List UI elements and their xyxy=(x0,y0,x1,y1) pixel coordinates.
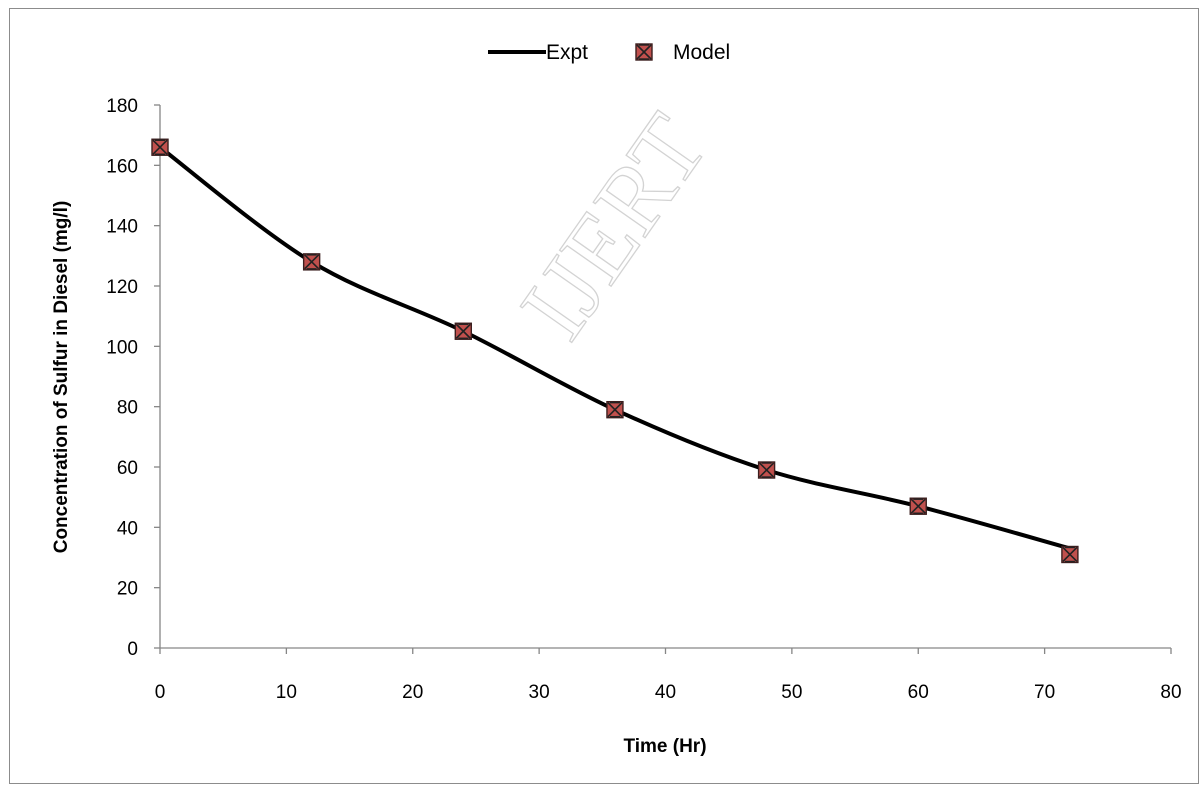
y-tick-label: 140 xyxy=(106,217,138,238)
series-layer xyxy=(151,138,1079,564)
y-axis-title: Concentration of Sulfur in Diesel (mg/l) xyxy=(51,201,72,554)
y-tick-label: 160 xyxy=(106,156,138,177)
legend-label-model: Model xyxy=(673,41,730,64)
x-tick-label: 0 xyxy=(155,682,166,703)
data-point-model xyxy=(1061,545,1079,564)
axes xyxy=(154,104,1172,654)
x-tick-label: 10 xyxy=(276,682,297,703)
legend: Expt Model xyxy=(488,41,730,64)
data-point-model xyxy=(757,461,776,479)
y-tick-label: 60 xyxy=(117,458,138,479)
x-tick-label: 20 xyxy=(402,682,423,703)
x-tick-label: 40 xyxy=(655,682,676,703)
y-tick-label: 20 xyxy=(117,579,138,600)
x-tick-label: 50 xyxy=(781,682,802,703)
data-point-model xyxy=(302,253,321,271)
y-tick-label: 180 xyxy=(106,96,138,117)
tick-labels: 0 20 40 60 80 100 120 140 160 180 0 10 20 30 40 50 60 70 8… xyxy=(106,96,1181,703)
watermark: IJERT xyxy=(499,95,727,357)
x-tick-label: 80 xyxy=(1160,682,1181,703)
data-point-model xyxy=(454,322,472,340)
x-tick-label: 30 xyxy=(529,682,550,703)
y-tick-label: 80 xyxy=(117,398,138,419)
y-tick-label: 100 xyxy=(106,337,138,358)
data-point-model xyxy=(909,497,927,515)
legend-marker-swatch xyxy=(635,43,653,61)
data-point-model xyxy=(606,400,624,419)
x-axis-title: Time (Hr) xyxy=(623,736,706,757)
x-tick-label: 70 xyxy=(1034,682,1055,703)
x-tick-label: 60 xyxy=(908,682,929,703)
data-point-model xyxy=(151,138,169,156)
chart-frame xyxy=(9,8,1199,784)
legend-label-expt: Expt xyxy=(546,41,588,64)
legend-marker-icon xyxy=(635,43,653,61)
y-tick-label: 40 xyxy=(117,518,138,539)
y-tick-label: 0 xyxy=(127,639,138,660)
y-tick-label: 120 xyxy=(106,277,138,298)
